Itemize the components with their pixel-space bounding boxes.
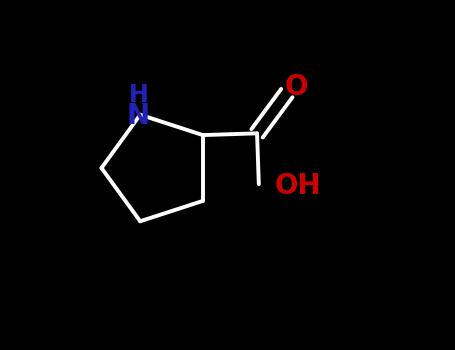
Text: OH: OH [274, 172, 321, 200]
Text: N: N [127, 103, 150, 131]
Text: H: H [129, 84, 148, 107]
Text: O: O [285, 73, 308, 101]
